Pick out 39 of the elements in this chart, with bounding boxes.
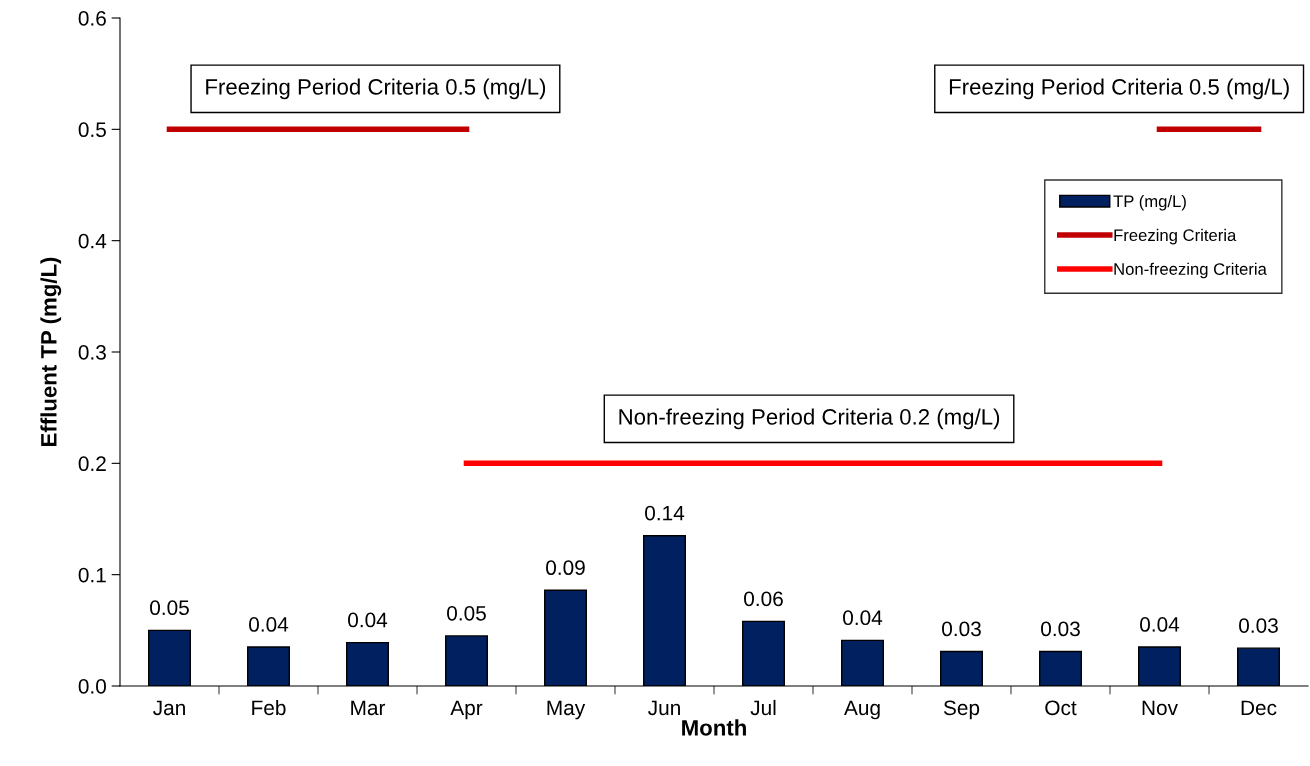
data-label: 0.04 (843, 610, 883, 626)
y-tick-label: 0.3 (78, 345, 106, 360)
data-label: 0.05 (447, 605, 486, 621)
y-tick-label: 0.6 (78, 11, 106, 26)
x-tick-label: Jan (153, 700, 185, 716)
data-label: 0.04 (348, 612, 388, 628)
y-tick-label: 0.4 (78, 233, 107, 249)
legend-label: TP (mg/L) (1113, 194, 1186, 211)
y-axis-title: Effluent TP (mg/L) (40, 257, 62, 446)
x-tick-label: Feb (252, 699, 286, 716)
y-tick-label: 0.0 (78, 679, 106, 694)
legend-label: Freezing Criteria (1114, 228, 1237, 245)
annotation: Freezing Period Criteria 0.5 (mg/L) (949, 78, 1289, 100)
annotation: Freezing Period Criteria 0.5 (mg/L) (206, 78, 546, 100)
data-label: 0.06 (744, 591, 783, 607)
data-label: 0.04 (249, 617, 289, 632)
x-tick-label: Jul (750, 699, 776, 716)
y-tick-label: 0.1 (78, 567, 106, 583)
x-tick-label: Apr (450, 700, 483, 720)
x-tick-label: Oct (1045, 700, 1077, 716)
x-axis-title: Month (682, 719, 746, 736)
y-tick-label: 0.2 (78, 456, 106, 472)
data-label: 0.09 (546, 560, 585, 576)
data-label: 0.03 (942, 621, 981, 637)
x-tick-label: Jun (648, 700, 680, 716)
annotation: Non-freezing Period Criteria 0.2 (mg/L) (619, 408, 1000, 430)
data-label: 0.14 (645, 505, 685, 521)
x-tick-label: May (547, 700, 586, 720)
data-label: 0.04 (1140, 617, 1180, 632)
x-tick-label: Aug (844, 700, 880, 720)
x-tick-label: Mar (351, 700, 386, 716)
legend-label: Non-freezing Criteria (1114, 262, 1267, 279)
x-tick-label: Sep (943, 700, 980, 720)
data-label: 0.03 (1041, 621, 1080, 637)
x-tick-label: Nov (1142, 700, 1178, 716)
x-tick-label: Dec (1241, 700, 1277, 716)
data-label: 0.03 (1239, 618, 1278, 633)
data-label: 0.05 (150, 600, 189, 616)
y-tick-label: 0.5 (78, 122, 106, 138)
